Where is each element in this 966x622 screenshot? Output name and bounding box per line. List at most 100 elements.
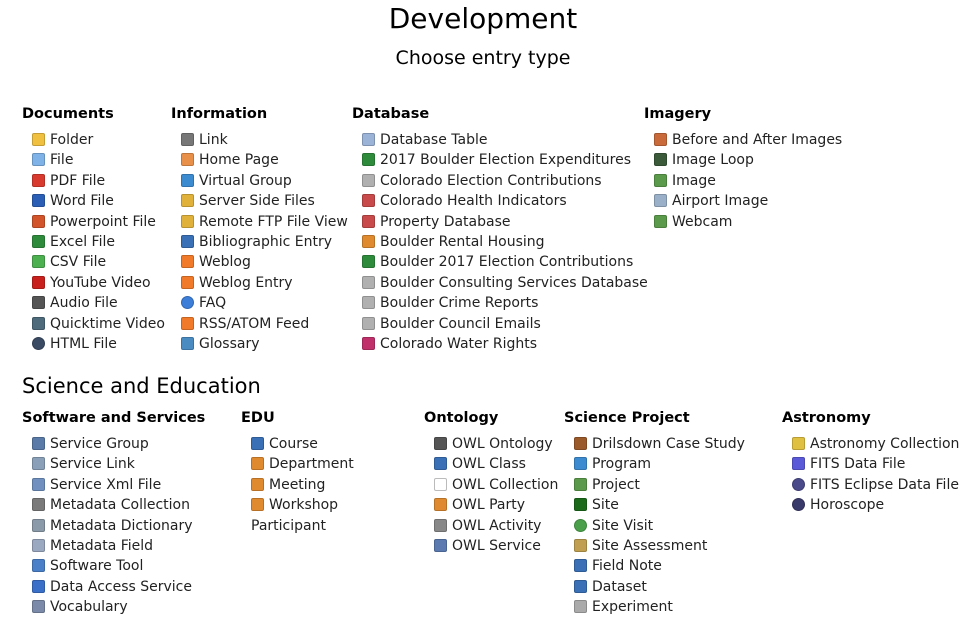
entry-type-image[interactable]: Image [654,171,842,191]
entry-type-label: Home Page [199,152,279,169]
entry-type-label: 2017 Boulder Election Expenditures [380,152,632,169]
entry-type-metadata-collection[interactable]: Metadata Collection [32,495,205,515]
entry-type-drilsdown-case-study[interactable]: Drilsdown Case Study [574,434,745,454]
entry-type-rss-atom-feed[interactable]: RSS/ATOM Feed [181,314,348,334]
entry-type-meeting[interactable]: Meeting [251,475,366,495]
entry-type-owl-activity[interactable]: OWL Activity [434,516,559,536]
entry-type-excel-file[interactable]: Excel File [32,232,165,252]
entry-type-field-note[interactable]: Field Note [574,556,745,576]
entry-type-site-assessment[interactable]: Site Assessment [574,536,745,556]
entry-type-server-side-files[interactable]: Server Side Files [181,191,348,211]
entry-type-label: Remote FTP File View [199,213,348,230]
entry-type-colorado-health-indicators[interactable]: Colorado Health Indicators [362,191,648,211]
entry-type-boulder-consulting-services-database[interactable]: Boulder Consulting Services Database [362,273,648,293]
entry-type-label: PDF File [50,172,106,189]
entry-type-project[interactable]: Project [574,475,745,495]
entry-type-audio-file[interactable]: Audio File [32,293,165,313]
entry-type-label: Service Group [50,436,149,452]
entry-type-experiment[interactable]: Experiment [574,597,745,617]
entry-type-csv-file[interactable]: CSV File [32,252,165,272]
database-icon [362,173,375,187]
entry-type-virtual-group[interactable]: Virtual Group [181,171,348,191]
entry-type-image-loop[interactable]: Image Loop [654,150,842,170]
entry-type-webcam[interactable]: Webcam [654,212,842,232]
entry-type-program[interactable]: Program [574,454,745,474]
entry-type-service-link[interactable]: Service Link [32,454,205,474]
entry-type-metadata-field[interactable]: Metadata Field [32,536,205,556]
category-astronomy: Astronomy Astronomy Collection FITS Data … [782,410,962,516]
entry-type-service-group[interactable]: Service Group [32,434,205,454]
entry-type-fits-data-file[interactable]: FITS Data File [792,454,962,474]
entry-type-powerpoint-file[interactable]: Powerpoint File [32,212,165,232]
entry-type-owl-collection[interactable]: OWL Collection [434,475,559,495]
entry-type-youtube-video[interactable]: YouTube Video [32,273,165,293]
film-icon [654,153,667,167]
entry-type-html-file[interactable]: HTML File [32,334,165,354]
entry-type-software-tool[interactable]: Software Tool [32,556,205,576]
entry-type-fits-eclipse-data-file[interactable]: FITS Eclipse Data File [792,475,962,495]
entry-type-quicktime-video[interactable]: Quicktime Video [32,314,165,334]
entry-type-owl-class[interactable]: OWL Class [434,454,559,474]
property-icon [362,214,375,228]
entry-type-metadata-dictionary[interactable]: Metadata Dictionary [32,516,205,536]
entry-type-before-and-after-images[interactable]: Before and After Images [654,130,842,150]
pdf-icon [32,173,45,187]
house-icon [362,234,375,248]
entry-type-boulder-rental-housing[interactable]: Boulder Rental Housing [362,232,648,252]
entry-type-label: Audio File [50,295,118,312]
entry-type-weblog[interactable]: Weblog [181,252,348,272]
entry-type-vocabulary[interactable]: Vocabulary [32,597,205,617]
category-title: Ontology [424,410,499,426]
entry-type-department[interactable]: Department [251,454,366,474]
entry-type-airport-image[interactable]: Airport Image [654,191,842,211]
entry-type-pdf-file[interactable]: PDF File [32,171,165,191]
entry-type-colorado-water-rights[interactable]: Colorado Water Rights [362,334,648,354]
entry-type-horoscope[interactable]: Horoscope [792,495,962,515]
entry-type-site[interactable]: Site [574,495,745,515]
entry-type-colorado-election-contributions[interactable]: Colorado Election Contributions [362,171,648,191]
entry-type-2017-boulder-election-expenditures[interactable]: 2017 Boulder Election Expenditures [362,150,648,170]
entry-type-folder[interactable]: Folder [32,130,165,150]
owl-ontology-icon [434,437,447,450]
program-icon [574,457,587,471]
category-edu: EDU Course Department Meeting Workshop Part… [241,410,366,536]
entry-type-weblog-entry[interactable]: Weblog Entry [181,273,348,293]
entry-type-faq[interactable]: FAQ [181,293,348,313]
entry-type-service-xml-file[interactable]: Service Xml File [32,475,205,495]
category-documents: Documents Folder File PDF File Word File Pow… [22,106,165,354]
entry-type-boulder-crime-reports[interactable]: Boulder Crime Reports [362,293,648,313]
entry-list: Astronomy Collection FITS Data File FITS E… [782,434,962,516]
entry-type-site-visit[interactable]: Site Visit [574,516,745,536]
horoscope-icon [792,498,805,512]
entry-type-label: OWL Ontology [452,436,553,452]
entry-type-label: Boulder Consulting Services Database [380,274,648,291]
entry-type-boulder-council-emails[interactable]: Boulder Council Emails [362,314,648,334]
entry-type-word-file[interactable]: Word File [32,191,165,211]
entry-type-label: Data Access Service [50,578,192,595]
entry-type-owl-service[interactable]: OWL Service [434,536,559,556]
project-icon [574,477,587,491]
entry-type-bibliographic-entry[interactable]: Bibliographic Entry [181,232,348,252]
entry-type-course[interactable]: Course [251,434,366,454]
entry-type-link[interactable]: Link [181,130,348,150]
entry-type-file[interactable]: File [32,150,165,170]
entry-type-workshop-participant[interactable]: Workshop Participant [251,495,366,536]
entry-type-data-access-service[interactable]: Data Access Service [32,577,205,597]
entry-type-label: Folder [50,132,94,148]
entry-type-home-page[interactable]: Home Page [181,150,348,170]
bibliographic-icon [181,234,194,248]
entry-type-owl-party[interactable]: OWL Party [434,495,559,515]
entry-type-property-database[interactable]: Property Database [362,212,648,232]
entry-type-astronomy-collection[interactable]: Astronomy Collection [792,434,962,454]
entry-type-label: Weblog [199,254,251,271]
category-ontology: Ontology OWL Ontology OWL Class OWL Collec… [424,410,559,556]
entry-type-database-table[interactable]: Database Table [362,130,648,150]
entry-type-label: Experiment [592,599,673,616]
wrench-icon [434,538,447,552]
entry-type-remote-ftp-file-view[interactable]: Remote FTP File View [181,212,348,232]
entry-type-glossary[interactable]: Glossary [181,334,348,354]
entry-type-boulder-2017-election-contributions[interactable]: Boulder 2017 Election Contributions [362,252,648,272]
entry-type-owl-ontology[interactable]: OWL Ontology [434,434,559,454]
entry-type-label: Program [592,456,652,473]
entry-type-dataset[interactable]: Dataset [574,577,745,597]
